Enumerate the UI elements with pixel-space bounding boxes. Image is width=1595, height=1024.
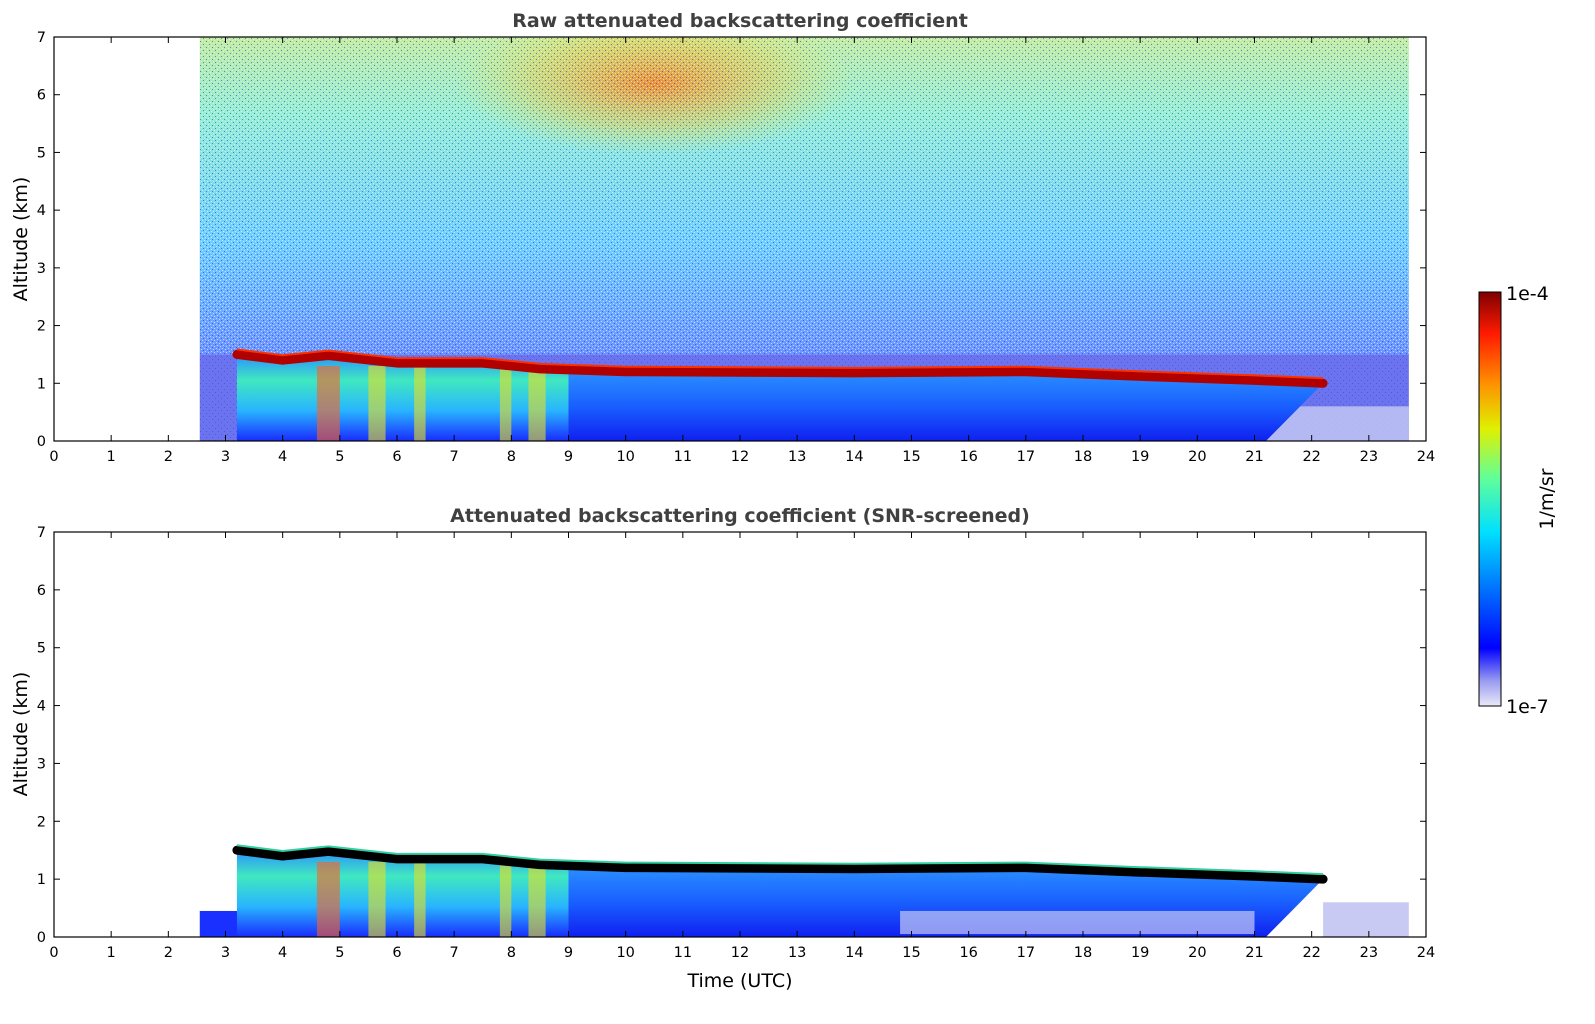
- cloud-layer: [232, 349, 1328, 388]
- y-tick-label: 6: [37, 88, 46, 104]
- x-tick-label: 23: [1360, 945, 1378, 961]
- x-tick-label: 16: [959, 945, 977, 961]
- x-tick-label: 7: [450, 449, 459, 465]
- colorbar: [1478, 291, 1502, 707]
- y-tick-label: 1: [37, 376, 46, 392]
- colorbar-min-label: 1e-7: [1506, 696, 1549, 718]
- x-tick-label: 12: [731, 449, 749, 465]
- heatmap-screened: [54, 532, 1426, 937]
- x-tick-label: 12: [731, 945, 749, 961]
- x-tick-label: 16: [959, 449, 977, 465]
- x-tick-label: 8: [507, 449, 516, 465]
- x-tick-label: 24: [1417, 945, 1435, 961]
- x-tick-label: 18: [1074, 449, 1092, 465]
- x-tick-label: 1: [107, 945, 116, 961]
- x-tick-label: 17: [1017, 449, 1035, 465]
- x-tick-label: 5: [335, 945, 344, 961]
- x-tick-label: 1: [107, 449, 116, 465]
- x-tick-label: 0: [49, 945, 58, 961]
- y-tick-label: 2: [37, 319, 46, 335]
- chart-title-screened: Attenuated backscattering coefficient (S…: [450, 505, 1030, 527]
- late-surface-layer: [1323, 902, 1409, 937]
- aerosol-streak: [528, 365, 546, 441]
- x-tick-label: 15: [902, 945, 920, 961]
- x-tick-label: 17: [1017, 945, 1035, 961]
- aerosol-streak: [316, 365, 340, 441]
- x-axis-label: Time (UTC): [686, 970, 792, 992]
- x-tick-label: 3: [221, 449, 230, 465]
- aerosol-streak: [368, 365, 386, 441]
- x-tick-label: 5: [335, 449, 344, 465]
- colorbar-unit-label: 1/m/sr: [1536, 468, 1558, 529]
- y-tick-label: 0: [37, 930, 46, 946]
- x-tick-label: 11: [674, 449, 692, 465]
- x-tick-label: 14: [845, 449, 863, 465]
- aerosol-streak: [414, 861, 426, 937]
- x-tick-label: 24: [1417, 449, 1435, 465]
- x-tick-label: 21: [1245, 449, 1263, 465]
- cloud-layer: [232, 845, 1328, 884]
- x-tick-label: 11: [674, 945, 692, 961]
- x-tick-label: 6: [392, 449, 401, 465]
- y-tick-label: 7: [37, 30, 46, 46]
- x-tick-label: 21: [1245, 945, 1263, 961]
- y-tick-label: 1: [37, 872, 46, 888]
- aerosol-streak: [368, 861, 386, 937]
- y-tick-label: 4: [37, 203, 46, 219]
- y-tick-label: 7: [37, 525, 46, 541]
- x-tick-label: 6: [392, 945, 401, 961]
- x-tick-label: 13: [788, 449, 806, 465]
- cloud-layer-edge: [236, 844, 1324, 876]
- x-tick-label: 4: [278, 945, 287, 961]
- y-tick-label: 5: [37, 641, 46, 657]
- x-tick-label: 20: [1188, 945, 1206, 961]
- x-tick-label: 10: [616, 945, 634, 961]
- aerosol-streak: [316, 861, 340, 937]
- y-tick-label: 3: [37, 756, 46, 772]
- x-tick-label: 8: [507, 945, 516, 961]
- x-tick-label: 7: [450, 945, 459, 961]
- x-tick-label: 0: [49, 449, 58, 465]
- aerosol-streak: [499, 861, 512, 937]
- x-tick-label: 14: [845, 945, 863, 961]
- y-axis-label-raw: Altitude (km): [10, 177, 32, 302]
- chart-panels: 0 1 2 3 4 5 6 7 8 9 10 11 12 13 14 15 16 17 18 19 20 21 22 23 24…: [37, 30, 1435, 961]
- x-tick-label: 22: [1302, 945, 1320, 961]
- x-tick-label: 2: [164, 945, 173, 961]
- heatmap-raw: [54, 37, 1426, 441]
- aerosol-streak: [499, 365, 512, 441]
- y-tick-label: 0: [37, 434, 46, 450]
- chart-title-raw: Raw attenuated backscattering coefficien…: [512, 10, 968, 32]
- x-tick-label: 10: [616, 449, 634, 465]
- x-tick-label: 4: [278, 449, 287, 465]
- x-tick-label: 9: [564, 449, 573, 465]
- y-tick-label: 3: [37, 261, 46, 277]
- y-tick-label: 2: [37, 814, 46, 830]
- x-tick-label: 19: [1131, 449, 1149, 465]
- x-tick-label: 20: [1188, 449, 1206, 465]
- x-tick-label: 9: [564, 945, 573, 961]
- aerosol-streak: [414, 365, 426, 441]
- x-tick-label: 2: [164, 449, 173, 465]
- x-tick-label: 18: [1074, 945, 1092, 961]
- y-tick-label: 6: [37, 583, 46, 599]
- cloud-layer-edge: [236, 348, 1324, 380]
- y-axis-label-screened: Altitude (km): [10, 672, 32, 797]
- afternoon-layer: [568, 370, 1324, 441]
- weak-return-region: [900, 910, 1255, 935]
- aerosol-streak: [528, 861, 546, 937]
- x-tick-label: 15: [902, 449, 920, 465]
- x-tick-label: 13: [788, 945, 806, 961]
- x-tick-label: 19: [1131, 945, 1149, 961]
- x-tick-label: 23: [1360, 449, 1378, 465]
- x-tick-label: 3: [221, 945, 230, 961]
- y-tick-label: 4: [37, 699, 46, 715]
- colorbar-max-label: 1e-4: [1506, 283, 1549, 305]
- y-tick-label: 5: [37, 145, 46, 161]
- x-tick-label: 22: [1302, 449, 1320, 465]
